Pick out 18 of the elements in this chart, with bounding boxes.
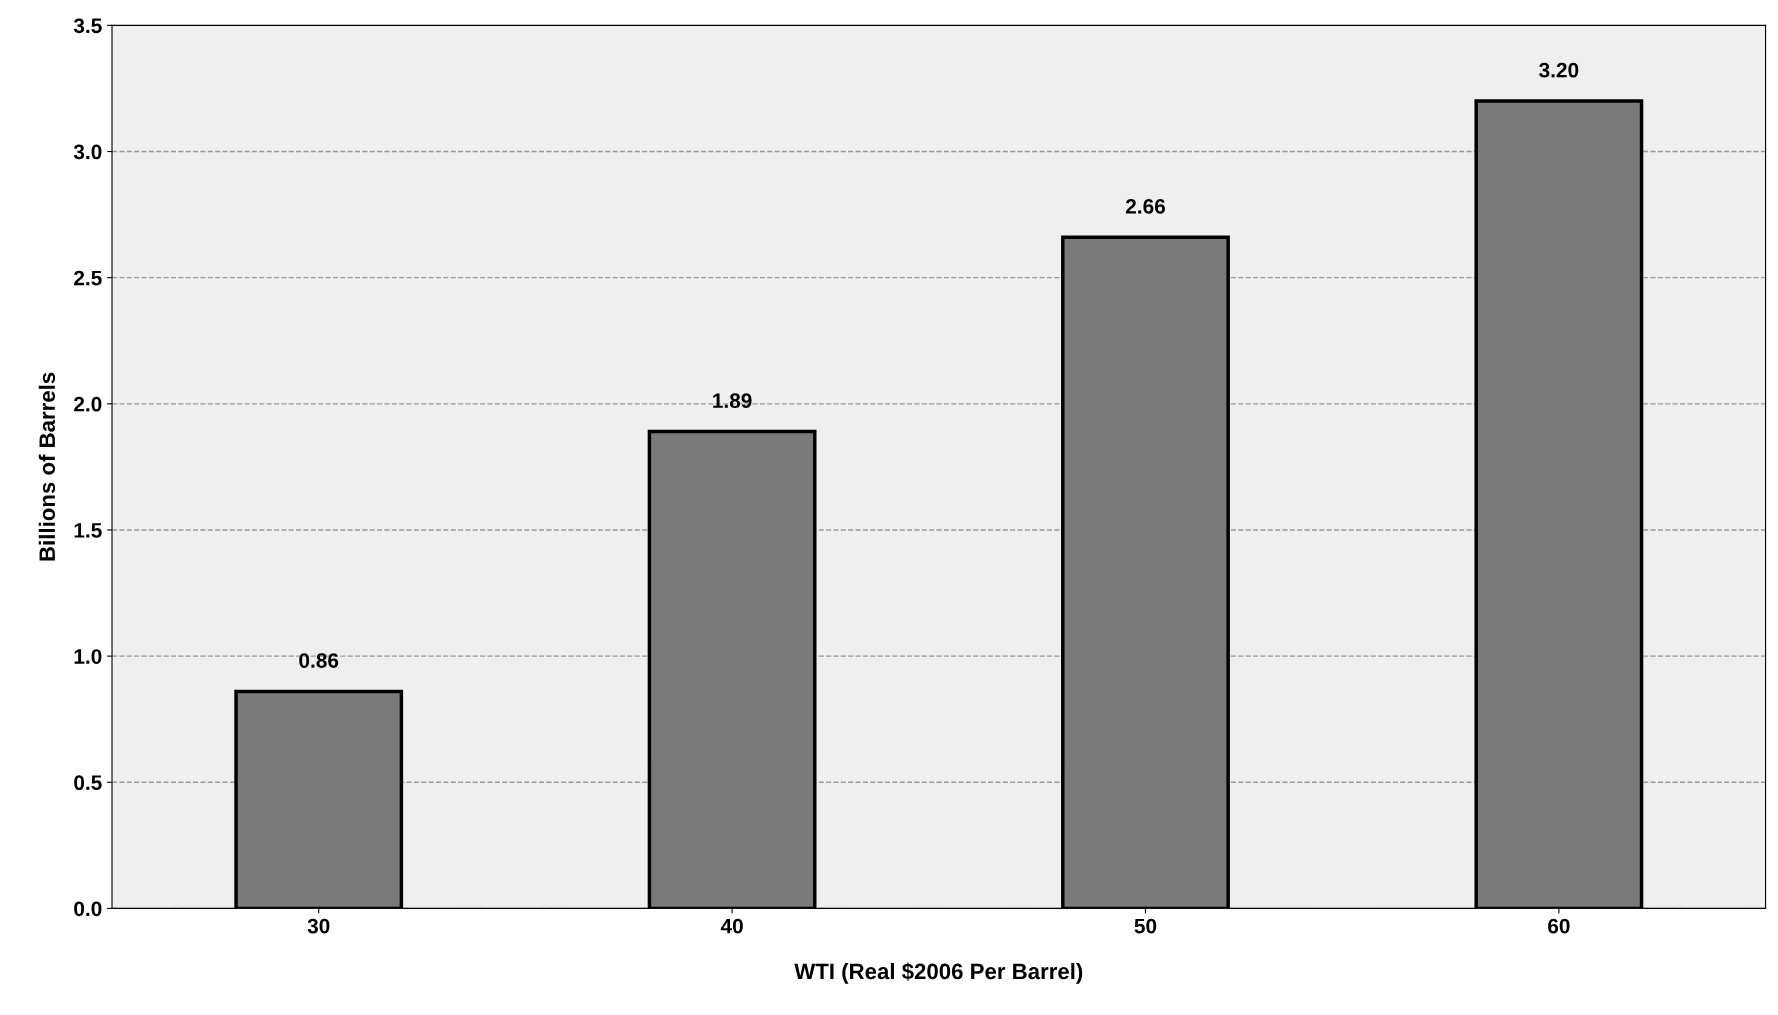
data-label: 2.66 [1125,198,1165,214]
y-tick-label: 1.5 [74,523,102,538]
x-tick-label: 30 [307,918,330,934]
x-tick-label: 40 [720,918,743,934]
y-tick-label: 3.5 [73,18,102,34]
data-label: 1.89 [713,393,752,409]
y-tick-label: 2.5 [74,270,102,286]
y-tick-label: 0.5 [74,775,102,791]
data-label: 3.20 [1539,62,1579,78]
y-axis-title: Billions of Barrels [38,372,56,561]
y-tick-label: 3.0 [73,144,102,160]
x-axis-title: WTI (Real $2006 Per Barrel) [794,962,1083,984]
x-tick-label: 50 [1134,918,1157,934]
y-tick-label: 1.0 [74,649,102,664]
y-tick-label: 2.0 [74,396,102,412]
x-tick-label: 60 [1548,918,1570,934]
data-label: 0.86 [299,653,339,668]
y-tick-label: 0.0 [74,901,102,917]
